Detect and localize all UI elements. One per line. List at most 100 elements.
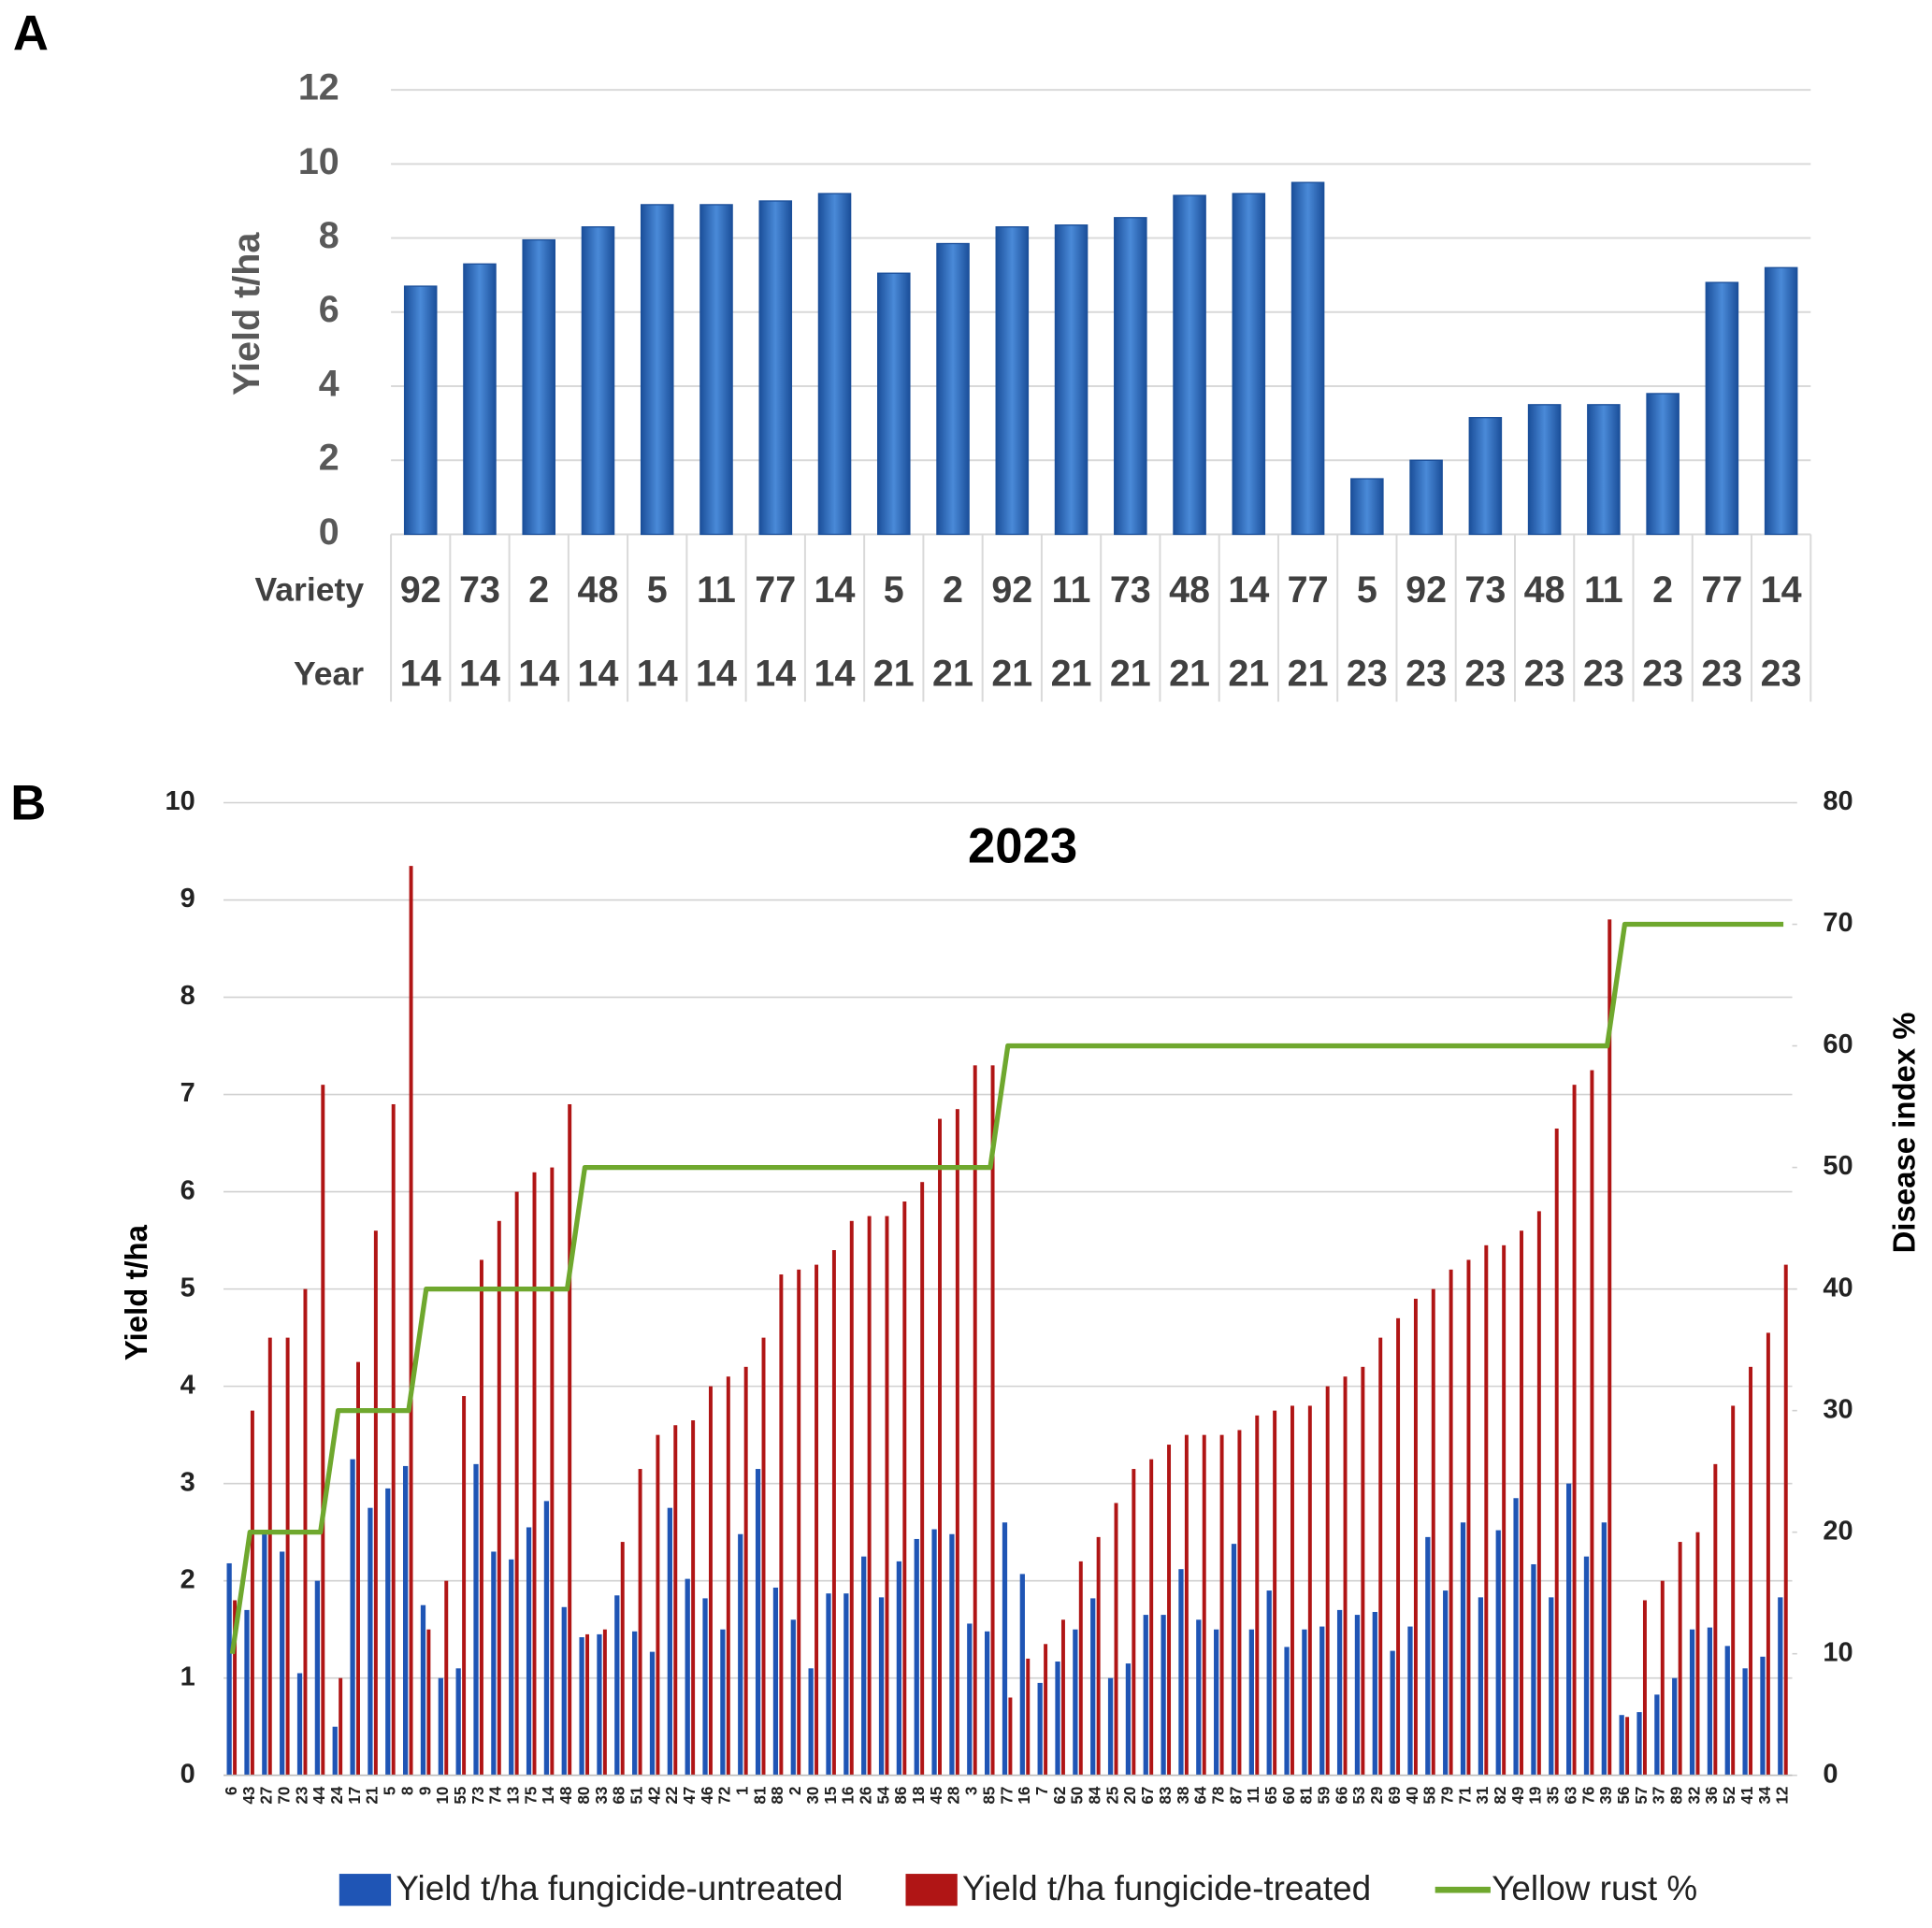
bar xyxy=(438,1677,443,1776)
x-tick-label: 18 xyxy=(910,1787,928,1805)
y-axis-label: Yield t/ha xyxy=(226,232,267,396)
y-tick-label: 8 xyxy=(319,215,339,256)
bar xyxy=(1232,193,1266,536)
x-tick-label: 20 xyxy=(1121,1787,1139,1805)
bar xyxy=(585,1633,590,1776)
y-tick-label: 10 xyxy=(166,786,195,816)
x-tick-label: 25 xyxy=(1103,1786,1121,1805)
x-tick-label: 64 xyxy=(1192,1786,1210,1805)
x-tick-label: 63 xyxy=(1562,1787,1579,1805)
bar xyxy=(1705,281,1739,536)
variety-label: 11 xyxy=(697,569,736,611)
y-tick-label: 12 xyxy=(298,67,339,108)
bar xyxy=(815,1264,819,1776)
bar xyxy=(920,1182,925,1776)
variety-label: 48 xyxy=(578,569,619,611)
bar xyxy=(1090,1598,1096,1776)
bar xyxy=(949,1533,955,1776)
variety-label: 5 xyxy=(884,569,904,611)
bar xyxy=(1060,1619,1065,1776)
bar xyxy=(356,1361,360,1776)
bar xyxy=(1219,1434,1224,1776)
x-tick-label: 47 xyxy=(681,1787,699,1805)
bar xyxy=(463,263,497,536)
x-tick-label: 32 xyxy=(1685,1787,1703,1805)
legend-swatch xyxy=(339,1874,392,1906)
bar xyxy=(514,1191,519,1776)
bar xyxy=(1284,1647,1290,1776)
y-tick-label: 9 xyxy=(180,884,195,914)
x-tick-label: 17 xyxy=(346,1787,364,1805)
bar xyxy=(321,1085,325,1776)
x-tick-label: 50 xyxy=(1069,1787,1087,1805)
x-tick-label: 45 xyxy=(928,1786,945,1805)
bar xyxy=(1184,1434,1189,1776)
bar xyxy=(543,1501,550,1776)
x-tick-label: 22 xyxy=(663,1787,681,1805)
bar xyxy=(1478,1597,1484,1776)
bar xyxy=(1484,1245,1489,1776)
y2-tick-label: 0 xyxy=(1823,1759,1838,1789)
y-tick-label: 2 xyxy=(180,1564,195,1594)
bar xyxy=(1273,1410,1277,1776)
bar xyxy=(1125,1663,1132,1776)
x-tick-label: 89 xyxy=(1668,1787,1686,1805)
bar xyxy=(620,1542,625,1776)
x-tick-label: 28 xyxy=(945,1787,963,1805)
bar xyxy=(1037,1682,1043,1776)
y2-tick-label: 40 xyxy=(1823,1273,1853,1302)
bar xyxy=(1460,1522,1466,1776)
x-tick-label: 1 xyxy=(734,1786,752,1795)
x-tick-label: 79 xyxy=(1438,1787,1456,1805)
bar xyxy=(1325,1386,1330,1776)
row-header: Variety xyxy=(255,571,365,609)
x-tick-label: 31 xyxy=(1474,1786,1492,1805)
bar xyxy=(1764,266,1798,536)
bar xyxy=(1468,417,1503,536)
bar xyxy=(667,1507,672,1776)
x-tick-label: 35 xyxy=(1545,1786,1563,1805)
bar xyxy=(579,1637,584,1776)
bar xyxy=(1760,1656,1766,1776)
variety-label: 11 xyxy=(1584,569,1623,611)
bar xyxy=(1731,1405,1736,1776)
bar xyxy=(462,1396,467,1776)
chart-title: 2023 xyxy=(968,818,1077,873)
bar xyxy=(1466,1259,1471,1776)
year-label: 21 xyxy=(1228,653,1269,694)
x-tick-label: 73 xyxy=(469,1787,487,1805)
x-tick-label: 15 xyxy=(822,1786,840,1805)
bar xyxy=(1608,919,1612,1776)
x-tick-label: 42 xyxy=(645,1787,663,1805)
year-label: 14 xyxy=(400,653,441,694)
bar xyxy=(685,1578,690,1776)
panel-label: A xyxy=(13,6,49,61)
x-tick-label: 66 xyxy=(1333,1787,1350,1805)
y-tick-label: 6 xyxy=(319,289,339,330)
bar xyxy=(761,1337,766,1776)
variety-label: 48 xyxy=(1169,569,1210,611)
bar xyxy=(1409,459,1443,536)
bar xyxy=(1619,1715,1624,1776)
y-tick-label: 4 xyxy=(180,1370,195,1400)
bar xyxy=(314,1580,321,1776)
bar xyxy=(1114,217,1147,536)
bar xyxy=(1495,1530,1501,1776)
bar xyxy=(1390,1650,1395,1776)
bar xyxy=(1114,1503,1118,1776)
y-tick-label: 6 xyxy=(180,1175,195,1205)
bar xyxy=(479,1259,483,1776)
year-label: 21 xyxy=(1051,653,1092,694)
bar xyxy=(1302,1629,1307,1776)
y2-tick-label: 30 xyxy=(1823,1394,1853,1424)
bar xyxy=(522,238,556,536)
bar xyxy=(1132,1469,1136,1776)
x-tick-label: 56 xyxy=(1615,1787,1633,1805)
bar xyxy=(1590,1070,1594,1776)
bar xyxy=(1055,1662,1060,1776)
year-label: 21 xyxy=(932,653,973,694)
x-tick-label: 83 xyxy=(1157,1787,1175,1805)
variety-label: 92 xyxy=(1406,569,1447,611)
bar xyxy=(914,1538,919,1776)
